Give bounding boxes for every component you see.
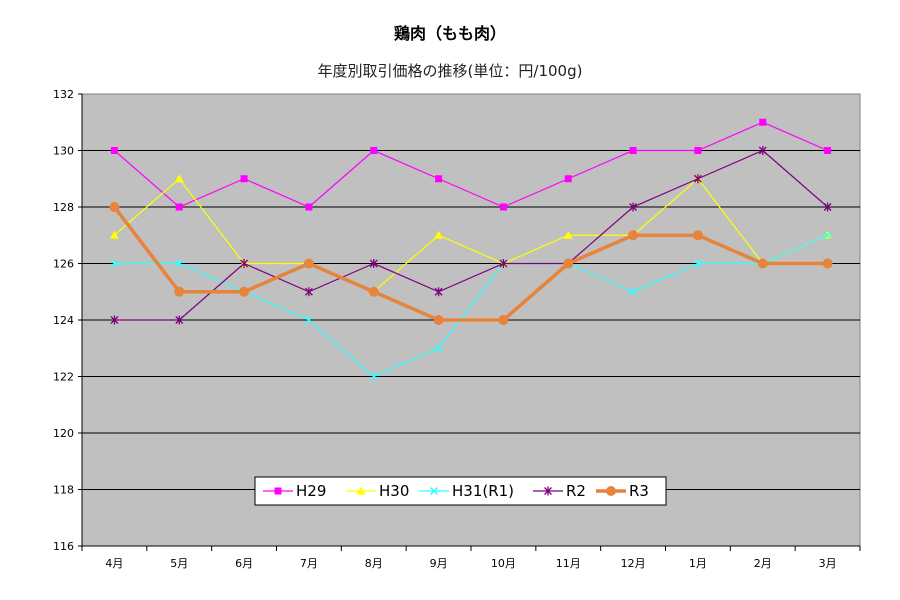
data-point xyxy=(175,259,184,268)
data-point xyxy=(629,202,638,212)
data-point xyxy=(544,486,552,496)
data-point xyxy=(758,146,767,155)
data-point xyxy=(369,372,378,381)
data-point xyxy=(304,287,313,297)
data-point xyxy=(370,147,378,154)
data-point xyxy=(824,147,832,154)
series-r3 xyxy=(109,202,833,325)
data-point xyxy=(175,203,183,211)
data-point xyxy=(240,175,248,183)
data-point xyxy=(109,230,119,239)
x-tick-label: 8月 xyxy=(365,557,383,570)
y-axis-ticks: 116 118 120 122 124 126 128 130 132 xyxy=(53,88,82,553)
series-h29 xyxy=(110,118,832,211)
data-point xyxy=(563,230,573,239)
y-tick-label: 124 xyxy=(53,314,74,327)
data-point xyxy=(629,287,638,296)
data-point xyxy=(823,202,832,212)
x-tick-label: 4月 xyxy=(105,557,123,570)
data-point xyxy=(822,258,833,269)
chart-title: 鶏肉（もも肉） xyxy=(393,24,506,43)
legend-label: H30 xyxy=(379,482,409,500)
data-point xyxy=(759,118,767,126)
legend-entry: R2 xyxy=(533,482,586,500)
x-tick-label: 11月 xyxy=(556,557,581,570)
series-line xyxy=(113,205,828,322)
series-line xyxy=(114,234,828,378)
chart-subtitle: 年度別取引価格の推移(単位：円/100g) xyxy=(317,62,583,80)
x-tick-label: 12月 xyxy=(621,557,646,570)
data-point xyxy=(110,315,119,325)
x-tick-label: 2月 xyxy=(754,557,772,570)
data-point xyxy=(174,286,185,297)
data-point xyxy=(433,315,444,325)
data-point xyxy=(629,147,637,154)
data-point xyxy=(563,258,574,269)
x-tick-label: 7月 xyxy=(300,557,318,570)
series-group xyxy=(109,118,833,381)
data-point xyxy=(434,344,443,353)
data-point xyxy=(823,231,832,240)
data-point xyxy=(304,315,313,325)
x-tick-label: 10月 xyxy=(491,557,516,570)
legend: H29 H30 H31(R1) R2 R3 xyxy=(254,476,667,506)
y-tick-label: 122 xyxy=(53,371,74,384)
data-point xyxy=(499,259,508,268)
data-point xyxy=(434,287,443,297)
x-tick-label: 5月 xyxy=(170,557,188,570)
series-r2 xyxy=(110,146,832,325)
legend-entry: H30 xyxy=(346,482,409,500)
data-point xyxy=(240,259,249,268)
legend-entry: R3 xyxy=(596,482,649,500)
y-tick-label: 120 xyxy=(53,427,74,440)
series-line xyxy=(114,121,828,208)
legend-label: H29 xyxy=(296,482,326,500)
data-point xyxy=(606,486,616,496)
legend-entry: H29 xyxy=(263,482,326,500)
data-point xyxy=(693,259,702,268)
legend-label: R2 xyxy=(566,482,586,500)
data-point xyxy=(498,315,509,325)
data-point xyxy=(274,487,282,495)
y-tick-label: 116 xyxy=(53,540,74,553)
legend-label: R3 xyxy=(629,482,649,500)
data-point xyxy=(368,286,379,297)
y-tick-label: 118 xyxy=(53,484,74,497)
legend-entry: H31(R1) xyxy=(419,482,514,500)
data-point xyxy=(499,203,507,211)
y-tick-label: 130 xyxy=(53,145,74,158)
data-point xyxy=(757,258,768,269)
data-point xyxy=(110,147,118,154)
series-line xyxy=(114,149,828,321)
data-point xyxy=(175,315,184,325)
data-point xyxy=(109,202,120,212)
data-point xyxy=(692,230,703,241)
series-line xyxy=(114,177,828,293)
data-point xyxy=(305,203,313,211)
legend-label: H31(R1) xyxy=(452,482,514,500)
x-tick-label: 9月 xyxy=(430,557,448,570)
data-point xyxy=(435,175,443,183)
y-tick-label: 132 xyxy=(53,88,74,101)
data-point xyxy=(239,286,250,297)
x-axis-ticks: 4月 5月 6月 7月 8月 9月 10月 11月 12月 1月 2月 3月 xyxy=(81,546,861,570)
x-tick-label: 1月 xyxy=(689,557,707,570)
data-point xyxy=(434,230,444,239)
y-tick-label: 126 xyxy=(53,258,74,271)
data-point xyxy=(429,486,439,496)
data-point xyxy=(110,259,119,268)
data-point xyxy=(369,259,378,268)
data-point xyxy=(628,230,639,241)
y-tick-label: 128 xyxy=(53,201,74,214)
data-point xyxy=(694,147,702,154)
x-tick-label: 6月 xyxy=(235,557,253,570)
data-point xyxy=(356,486,366,495)
data-point xyxy=(693,174,702,184)
data-point xyxy=(174,174,184,183)
data-point xyxy=(303,258,314,269)
x-tick-label: 3月 xyxy=(819,557,837,570)
data-point xyxy=(564,175,572,183)
